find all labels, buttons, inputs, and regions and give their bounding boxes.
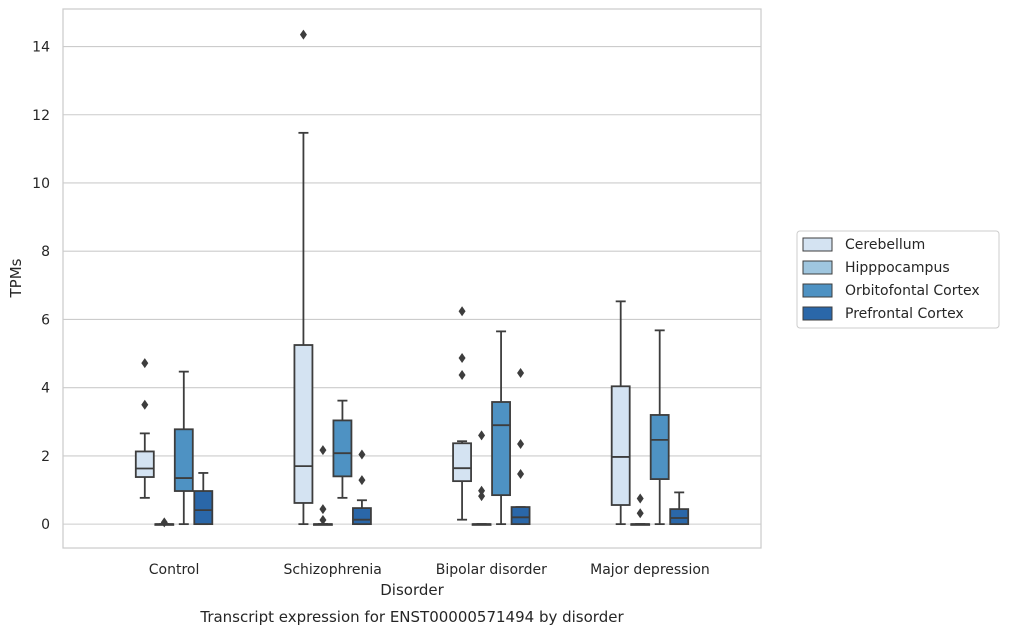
legend-frame xyxy=(796,230,1000,329)
legend-swatch xyxy=(802,283,833,298)
x-tick-label: Bipolar disorder xyxy=(436,562,547,578)
legend-label: Prefrontal Cortex xyxy=(845,306,964,322)
box-iqr xyxy=(649,414,670,480)
box-iqr xyxy=(452,442,472,483)
outlier-point xyxy=(478,491,486,502)
x-tick-label: Major depression xyxy=(590,562,710,578)
box-iqr xyxy=(510,506,531,526)
y-tick-label: 0 xyxy=(41,517,50,533)
box-hipppocampus xyxy=(154,517,175,528)
outlier-point xyxy=(358,449,366,460)
box-iqr xyxy=(332,419,353,478)
box-cerebellum xyxy=(610,300,631,526)
box-iqr xyxy=(352,507,372,526)
box-orbitofontal-cortex xyxy=(649,329,670,526)
axis-ticks: 0 2 4 6 8 10 12 14 Control Schizophrenia Bipolar d… xyxy=(32,40,710,578)
plot-area xyxy=(134,29,690,528)
legend-swatch xyxy=(802,260,833,275)
outlier-point xyxy=(517,438,525,449)
legend-label: Cerebellum xyxy=(845,237,925,253)
box-prefrontal-cortex xyxy=(669,491,690,526)
outlier-point xyxy=(636,493,644,504)
y-tick-label: 6 xyxy=(41,312,50,328)
outlier-point xyxy=(141,358,149,369)
y-tick-label: 10 xyxy=(32,176,50,192)
outlier-point xyxy=(319,445,327,456)
box-prefrontal-cortex xyxy=(510,367,531,526)
y-tick-label: 14 xyxy=(32,40,50,56)
box-hipppocampus xyxy=(471,430,492,526)
box-cerebellum xyxy=(452,306,472,521)
x-tick-label: Control xyxy=(149,562,200,578)
legend-swatch xyxy=(802,237,833,252)
box-cerebellum xyxy=(134,358,155,499)
legend-label: Hipppocampus xyxy=(845,260,950,276)
outlier-point xyxy=(478,485,486,496)
legend-swatch xyxy=(802,306,833,321)
outlier-point xyxy=(358,475,366,486)
box-iqr xyxy=(669,508,690,526)
outlier-point xyxy=(636,508,644,519)
x-axis-title: Disorder xyxy=(380,581,444,599)
outlier-point xyxy=(517,468,525,479)
box-iqr xyxy=(491,401,511,497)
chart-caption: Transcript expression for ENST0000057149… xyxy=(199,608,624,626)
box-iqr xyxy=(134,450,155,478)
box-orbitofontal-cortex xyxy=(332,399,353,499)
outlier-point xyxy=(458,370,466,381)
outlier-point xyxy=(458,352,466,363)
box-prefrontal-cortex xyxy=(352,449,372,526)
outlier-point xyxy=(517,367,525,378)
outlier-point xyxy=(319,504,327,515)
y-tick-label: 2 xyxy=(41,449,50,465)
outlier-point xyxy=(458,306,466,317)
legend: Cerebellum Hipppocampus Orbitofontal Corte… xyxy=(796,230,1000,329)
outlier-point xyxy=(319,515,327,526)
y-axis-title: TPMs xyxy=(7,258,25,298)
outlier-point xyxy=(141,399,149,410)
outlier-point xyxy=(478,430,486,441)
axes-frame xyxy=(62,8,762,549)
box-orbitofontal-cortex xyxy=(491,330,511,526)
x-tick-label: Schizophrenia xyxy=(283,562,381,578)
box-prefrontal-cortex xyxy=(193,472,214,526)
y-tick-label: 12 xyxy=(32,108,50,124)
box-cerebellum xyxy=(293,29,314,526)
box-orbitofontal-cortex xyxy=(173,370,194,526)
box-iqr xyxy=(293,344,314,504)
box-hipppocampus xyxy=(630,493,651,526)
box-iqr xyxy=(610,385,631,506)
box-hipppocampus xyxy=(313,445,333,526)
legend-label: Orbitofontal Cortex xyxy=(845,283,980,299)
box-iqr xyxy=(173,428,194,492)
outlier-point xyxy=(160,517,168,528)
outlier-point xyxy=(299,29,307,40)
y-tick-label: 8 xyxy=(41,244,50,260)
y-tick-label: 4 xyxy=(41,381,50,397)
box-iqr xyxy=(193,490,214,526)
